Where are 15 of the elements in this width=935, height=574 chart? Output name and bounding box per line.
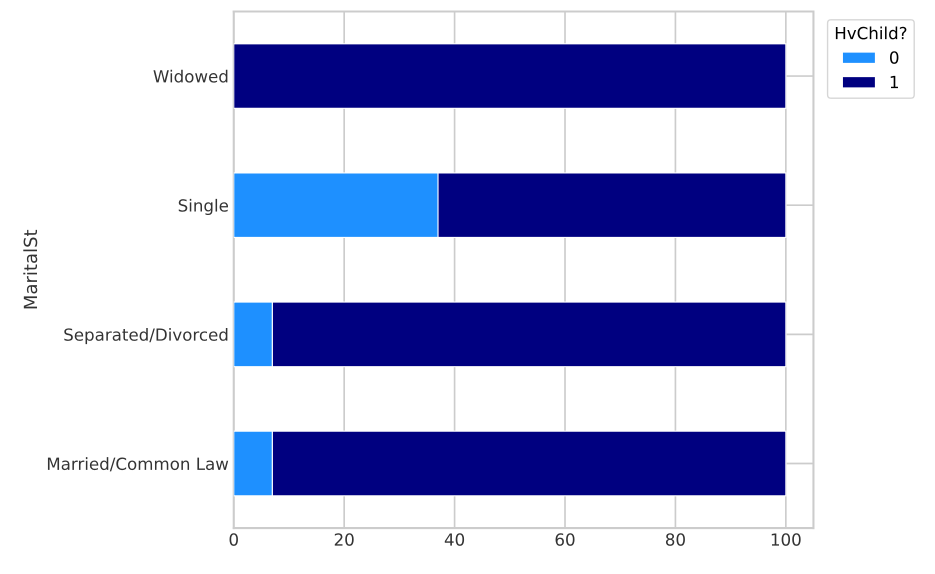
x-tick-label: 60 — [556, 533, 575, 546]
x-tick-label: 80 — [666, 533, 685, 546]
bar — [234, 43, 786, 109]
x-tick-label: 40 — [444, 533, 464, 546]
legend-label: 0 — [890, 51, 898, 64]
y-axis-title: MaritalSt — [23, 230, 38, 308]
legend-title: HvChild? — [836, 26, 906, 40]
y-tick-label: Widowed — [153, 70, 228, 83]
y-tick-label: Married/Common Law — [48, 457, 228, 472]
y-tick-label: Separated/Divorced — [64, 328, 228, 344]
y-tick-label: Single — [178, 198, 228, 216]
x-tick-label: 20 — [334, 533, 354, 546]
legend-label: 1 — [890, 76, 898, 88]
x-tick-label: 100 — [772, 533, 801, 546]
x-tick-label: 0 — [230, 533, 238, 546]
